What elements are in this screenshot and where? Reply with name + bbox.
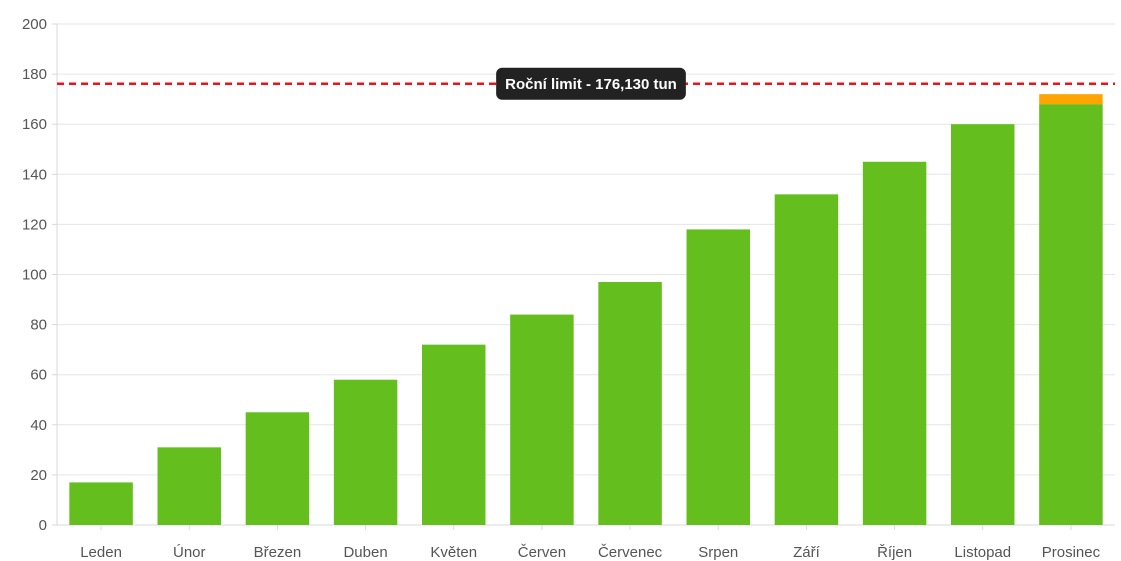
grid-layer [57, 23, 1115, 526]
y-tick-label: 200 [22, 16, 47, 33]
bar-overflow [1039, 94, 1103, 105]
bar [510, 314, 574, 525]
bar [598, 282, 662, 525]
y-tick-label: 140 [22, 166, 47, 183]
y-tick-label: 180 [22, 66, 47, 83]
x-tick-label: Září [793, 544, 821, 561]
x-tick-label: Prosinec [1042, 544, 1101, 561]
limit-label: Roční limit - 176,130 tun [505, 76, 677, 93]
x-tick-label: Říjen [877, 544, 912, 561]
bar [862, 161, 927, 525]
x-tick-label: Listopad [954, 544, 1011, 561]
bar [245, 412, 310, 525]
labels-layer: 0 20 40 60 80 100 120 140 160 180 200 Leden Únor Břez… [22, 16, 1101, 561]
x-tick-label: Červenec [598, 544, 663, 561]
bars-layer [69, 94, 1103, 525]
bar [333, 379, 398, 525]
y-tick-label: 160 [22, 116, 47, 133]
bar [1039, 104, 1103, 525]
bar [157, 447, 221, 525]
axis-layer [52, 23, 1115, 530]
x-tick-label: Srpen [698, 544, 738, 561]
y-tick-label: 80 [30, 317, 47, 334]
x-tick-label: Duben [343, 544, 387, 561]
bar [686, 229, 750, 525]
y-tick-label: 40 [30, 417, 47, 434]
x-tick-label: Leden [80, 544, 122, 561]
bar [774, 194, 839, 525]
limit-annotation: Roční limit - 176,130 tun [57, 67, 1115, 100]
y-tick-label: 20 [30, 467, 47, 484]
limit-label-background [496, 67, 686, 100]
y-tick-label: 60 [30, 367, 47, 384]
x-tick-label: Květen [430, 544, 477, 561]
x-tick-label: Únor [173, 544, 206, 561]
bar [69, 482, 133, 525]
y-tick-label: 100 [22, 267, 47, 284]
bar [951, 124, 1015, 525]
y-tick-label: 0 [39, 517, 47, 534]
x-tick-label: Červen [518, 544, 566, 561]
y-tick-label: 120 [22, 216, 47, 233]
x-tick-label: Březen [254, 544, 302, 561]
bar [422, 344, 486, 525]
